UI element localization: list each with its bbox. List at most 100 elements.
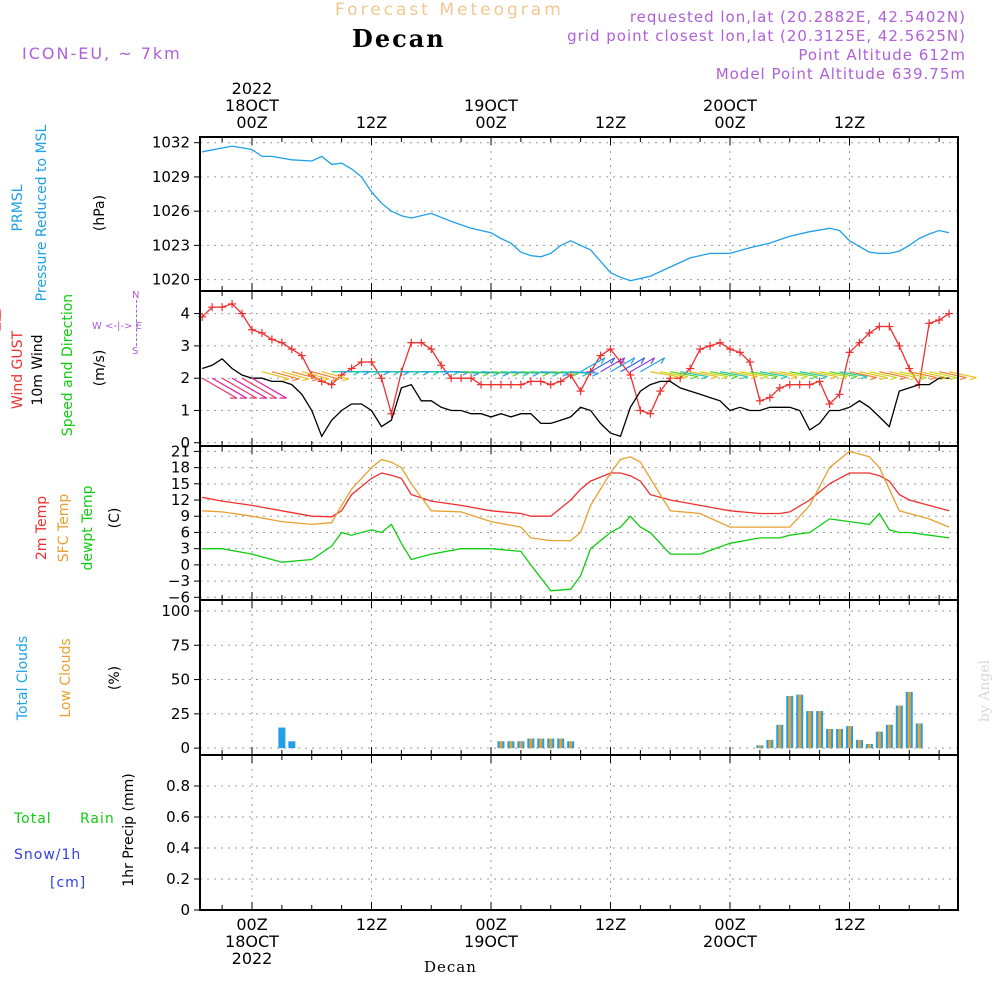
series-line-sfc-temp [202,450,950,542]
requested-coords: requested lon,lat (20.2882E, 42.5402N) [629,8,966,26]
wind-direction-arrowhead [959,376,967,381]
compass-south: S [132,346,139,357]
wind-direction-arrowhead [830,376,838,380]
wind-direction-arrowhead [592,372,599,377]
wind-direction-arrow [241,377,277,399]
wind-direction-arrow [879,371,907,379]
cloud-bar-low [529,738,533,749]
wind-direction-arrow [759,371,788,378]
wind-direction-arrow [769,371,798,378]
compass-arrow [136,300,138,346]
wind-direction-arrowhead [522,372,530,377]
wind-direction-arrowhead [850,376,858,380]
footer-location: Decan [424,958,477,976]
bottom-time-label: 18OCT [225,932,279,951]
wind-direction-arrowhead [331,378,339,382]
cloud-bar-low [549,738,553,749]
wind-direction-arrow [839,371,868,378]
y-tick-label: 0 [180,739,190,757]
precip-total-label: Total [14,811,52,827]
y-tick-label: 100 [161,602,190,620]
top-time-label: 00Z [714,113,745,132]
wind-direction-arrow [570,371,599,374]
wind-direction-arrow [680,371,708,378]
wind-direction-arrowhead [790,376,798,380]
panel-frame-3 [199,599,959,756]
wind-direction-arrowhead [710,376,718,380]
wind-direction-arrowhead [810,376,818,380]
wind-direction-arrow [749,371,778,378]
y-tick-label: 4 [180,305,190,323]
wind-direction-arrow [789,371,818,378]
cloud-bar-low [857,739,861,749]
cloud-bar-total [288,741,296,749]
cloud-bar-low [768,739,772,749]
cloud-bar-low [818,711,822,749]
wind-direction-arrow [709,371,738,378]
y-tick-label: 21 [171,442,190,460]
cloud-bar-low [519,741,523,749]
wind-direction-arrow [809,371,838,378]
wind-direction-arrowhead [502,372,510,377]
wind-direction-arrowhead [800,376,808,380]
wind-direction-arrowhead [969,376,977,381]
series-line-10m-wind [202,357,950,438]
wind-direction-arrowhead [770,376,778,380]
wind-direction-arrow [729,371,758,378]
y-tick-label: 0.8 [166,777,190,795]
wind-direction-arrow [829,371,858,378]
wind-direction-arrow [211,377,248,399]
wind-direction-arrow [739,371,768,378]
wind-direction-arrowhead [650,357,656,365]
wind-direction-arrow [610,357,636,373]
wind-direction-arrowhead [640,357,646,365]
wind-direction-arrow [261,371,290,380]
wind-direction-arrow [291,371,320,380]
cloud-bar-low [569,741,573,749]
wind-direction-arrowhead [730,376,738,380]
y-tick-label: 25 [171,705,190,723]
wind-direction-arrowhead [572,372,579,377]
series-line-prmsl [202,145,950,282]
y-tick-label: −6 [168,588,190,606]
wind-direction-arrowhead [681,376,689,380]
cloud-bar-low [828,728,832,749]
wind-direction-arrowhead [820,376,828,380]
wind-direction-arrow [580,357,606,373]
wind-direction-arrowhead [700,376,708,380]
wind-direction-arrow [929,371,957,379]
point-altitude: Point Altitude 612m [798,46,966,64]
top-time-label: 12Z [595,113,626,132]
cloud-bar-low [917,723,921,749]
wind-direction-arrow [650,371,679,378]
forecast-title: Forecast Meteogram [335,0,564,20]
bottom-time-label: 12Z [595,915,626,934]
y-tick-label: 1032 [152,134,190,152]
cloud-bar-low [897,705,901,749]
wind-direction-arrow [590,357,616,373]
cloud-bar-low [758,745,762,749]
wind-direction-arrow [919,371,947,379]
cloud-bar-low [499,741,503,749]
wind-direction-arrow [301,371,329,380]
top-time-label: 00Z [236,113,267,132]
wind-direction-arrow [281,371,310,380]
bottom-time-label: 20OCT [703,932,757,951]
wind-direction-arrowhead [879,376,888,381]
model-label: ICON-EU, ~ 7km [22,44,182,63]
wind-direction-arrowhead [949,376,957,381]
wind-direction-arrowhead [889,376,897,381]
cloud-bar-total [278,727,286,749]
cloud-bar-low [907,691,911,749]
wind-direction-arrowhead [600,357,606,365]
model-altitude: Model Point Altitude 639.75m [715,65,966,83]
wind-direction-arrowhead [780,376,788,380]
wind-direction-arrow [600,357,626,373]
wind-direction-arrow [670,371,698,378]
wind-direction-arrow [251,377,287,399]
y-tick-label: 3 [180,540,190,558]
panel-frame-4 [199,754,959,911]
y-tick-label: 9 [180,507,190,525]
wind-direction-arrow [221,377,258,399]
series-line-dewpt-temp [202,512,950,592]
